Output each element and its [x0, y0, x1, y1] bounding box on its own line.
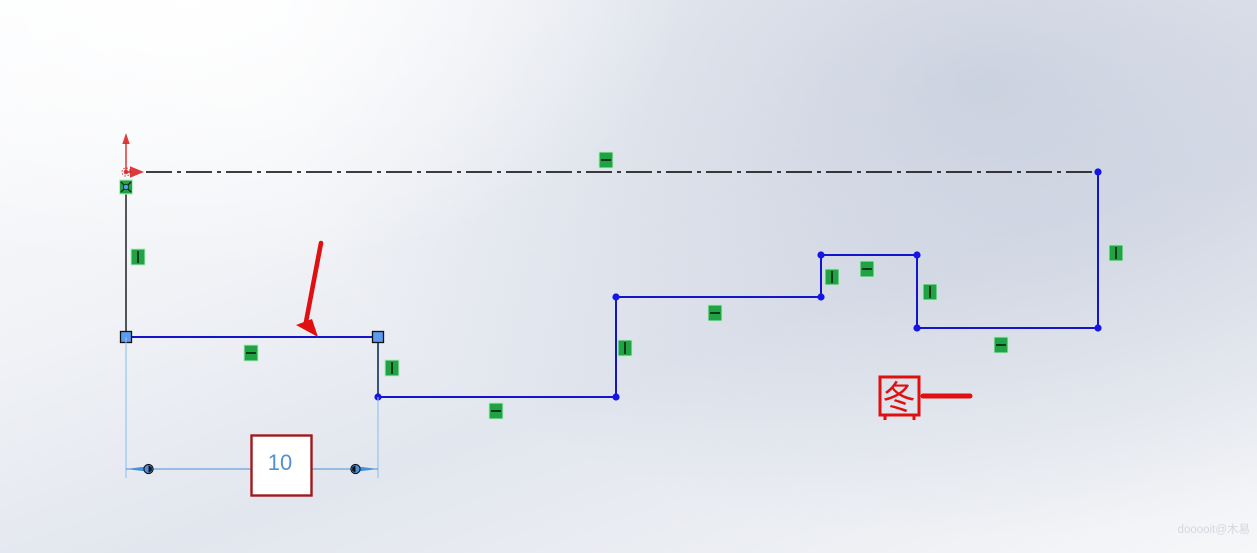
svg-text:10: 10	[268, 450, 292, 475]
svg-text:dooooit@木易: dooooit@木易	[1178, 523, 1250, 536]
svg-text:冬: 冬	[883, 379, 916, 416]
